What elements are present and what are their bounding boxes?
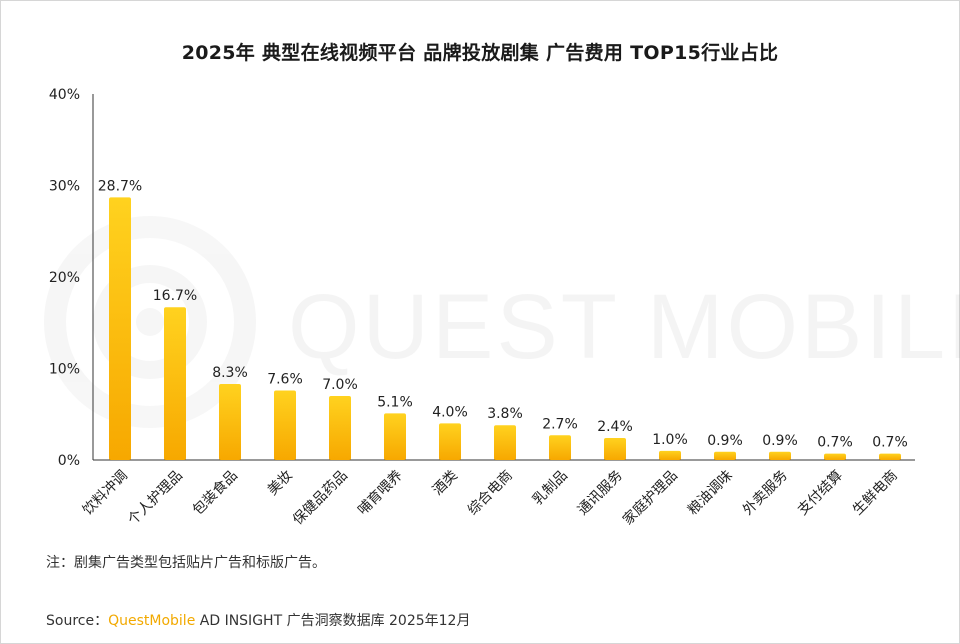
source-line: Source：QuestMobile AD INSIGHT 广告洞察数据库 20… [46,610,470,630]
bar [384,413,406,460]
y-tick-label: 0% [58,453,80,469]
watermark-logo-dot [136,308,164,336]
bar [714,451,736,460]
bar [219,384,241,460]
bar [494,425,516,460]
bar-value-label: 0.9% [762,433,798,449]
bar-value-label: 0.9% [707,433,743,449]
x-category-label: 乳制品 [530,468,571,509]
bar-value-label: 0.7% [872,435,908,451]
x-category-label: 哺育喂养 [355,468,406,519]
source-brand: QuestMobile [108,613,196,629]
y-tick-label: 20% [49,270,80,286]
bar [164,307,186,460]
bar [604,438,626,460]
bar-value-label: 5.1% [377,394,413,410]
x-category-label: 美妆 [265,468,296,499]
bar-value-label: 2.4% [597,419,633,435]
bar-value-label: 2.7% [542,416,578,432]
y-tick-label: 30% [49,179,80,195]
bar-value-label: 8.3% [212,365,248,381]
chart-title: 2025年 典型在线视频平台 品牌投放剧集 广告费用 TOP15行业占比 [181,42,779,64]
x-category-label: 个人护理品 [125,468,186,529]
x-category-label: 酒类 [430,468,461,499]
watermark: QUEST MOBILE [44,216,960,428]
x-category-label: 家庭护理品 [619,467,681,529]
x-category-label: 综合电商 [465,468,516,519]
footnote: 注：剧集广告类型包括贴片广告和标版广告。 [46,555,326,571]
source-database: AD INSIGHT 广告洞察数据库 2025年12月 [195,613,471,629]
bar [274,390,296,460]
bar-value-label: 7.6% [267,371,303,387]
bar [109,197,131,460]
x-category-label: 饮料冲调 [80,468,131,519]
bar [769,451,791,460]
bar-value-label: 7.0% [322,377,358,393]
x-category-label: 粮油调味 [685,468,736,519]
bar-value-label: 16.7% [153,288,197,304]
bar-value-label: 0.7% [817,435,853,451]
bar-value-label: 28.7% [98,178,142,194]
bar [824,453,846,460]
watermark-text: QUEST MOBILE [288,276,960,378]
y-tick-label: 10% [49,362,80,378]
bar [549,435,571,460]
x-category-label: 支付结算 [795,468,846,519]
source-label: Source： [46,613,109,629]
watermark-logo-inner-ring [93,265,207,379]
x-category-label: 外卖服务 [740,468,791,519]
bar [329,395,351,460]
bar-value-label: 3.8% [487,406,523,422]
x-category-label: 通讯服务 [575,468,626,519]
x-category-label: 保健品药品 [290,468,351,529]
x-category-label: 包装食品 [189,467,241,519]
y-tick-label: 40% [49,87,80,103]
bar-value-label: 4.0% [432,404,468,420]
x-category-label: 生鲜电商 [850,468,901,519]
bar [439,423,461,460]
bar [879,453,901,460]
bar-value-label: 1.0% [652,432,688,448]
watermark-logo-ring [44,216,256,428]
bar [659,450,681,460]
